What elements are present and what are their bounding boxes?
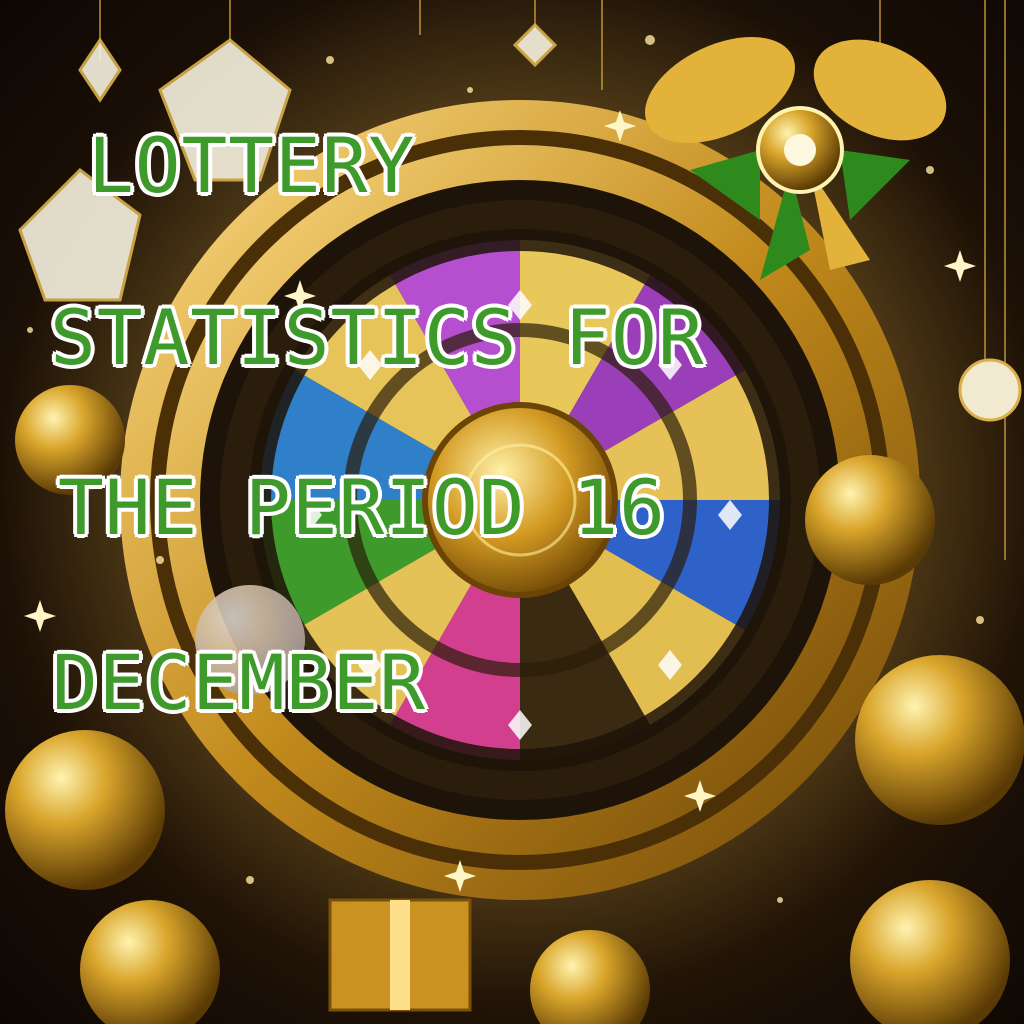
poster-canvas: LOTTERY STATISTICS FOR THE PERIOD 16 DEC… [0, 0, 1024, 1024]
lottery-wheel-illustration [0, 0, 1024, 1024]
